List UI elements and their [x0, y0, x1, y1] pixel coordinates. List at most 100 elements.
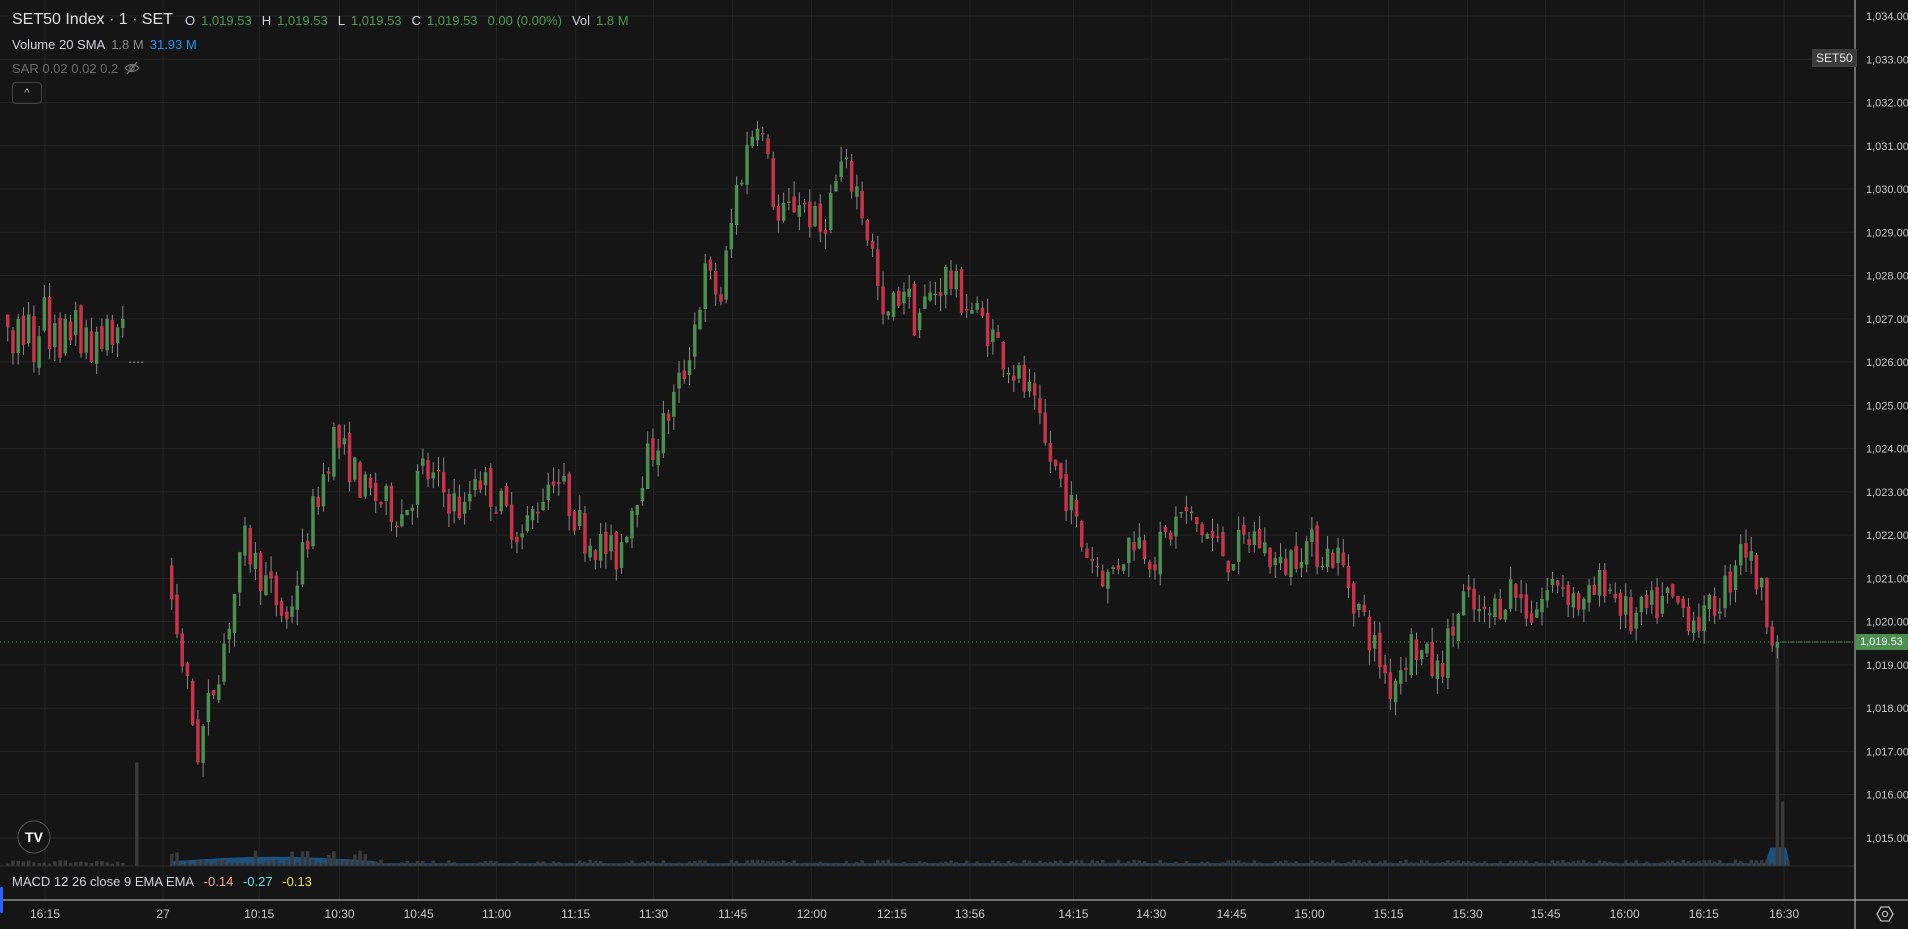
volume-bar: [1676, 861, 1680, 866]
volume-bar: [996, 860, 1000, 866]
candle: [713, 271, 718, 295]
time-axis-label: 16:15: [1689, 907, 1719, 921]
volume-bar: [1650, 863, 1654, 866]
volume-bar: [1508, 860, 1513, 866]
price-axis-label: 1,031.00: [1866, 141, 1908, 153]
volume-bar: [1263, 863, 1267, 866]
volume-value: 1.8 M: [111, 36, 144, 52]
volume-bar: [567, 863, 571, 866]
price-axis-label: 1,016.00: [1866, 790, 1908, 802]
candle: [1100, 570, 1105, 587]
volume-bar: [619, 863, 624, 866]
candle: [1629, 596, 1633, 632]
candle: [1027, 381, 1032, 392]
volume-bar: [326, 854, 331, 866]
candle: [760, 132, 765, 135]
volume-bar: [217, 860, 221, 866]
candle: [1503, 609, 1508, 620]
candle: [938, 292, 943, 297]
chart-settings-button[interactable]: [1874, 903, 1896, 925]
grid: [0, 0, 1855, 900]
candle: [834, 181, 838, 192]
volume-bar: [1069, 860, 1074, 866]
volume-bar: [1283, 860, 1288, 866]
volume-bar: [1728, 863, 1733, 866]
volume-bar: [1372, 863, 1377, 866]
collapse-legend-button[interactable]: ^: [12, 82, 42, 104]
volume-legend-row[interactable]: Volume 20 SMA 1.8 M 31.93 M: [12, 32, 633, 56]
pane-resize-handle[interactable]: [0, 887, 3, 913]
volume-bar: [536, 861, 540, 866]
volume-bar: [625, 862, 629, 866]
volume-bar: [79, 861, 83, 866]
macd-legend[interactable]: MACD 12 26 close 9 EMA EMA -0.14 -0.27 -…: [12, 874, 318, 889]
symbol-legend-row[interactable]: SET50 Index · 1 · SET O 1,019.53 H 1,019.5…: [12, 8, 633, 32]
volume-bar: [1529, 863, 1534, 866]
volume-sma-label: Volume 20 SMA: [12, 36, 106, 52]
time-axis-label: 15:30: [1453, 907, 1483, 921]
candle: [1409, 634, 1414, 676]
volume-bar: [771, 861, 775, 866]
candle: [1325, 548, 1330, 567]
candle: [635, 504, 639, 515]
candle: [243, 525, 247, 556]
volume-bar: [1707, 859, 1712, 866]
volume-bar: [1210, 862, 1215, 866]
candle: [1404, 667, 1408, 670]
candle: [1676, 595, 1680, 603]
last-price-tag: 1,019.53: [1856, 634, 1908, 650]
candle: [609, 535, 613, 551]
candle: [37, 336, 41, 368]
time-axis-label: 14:30: [1136, 907, 1166, 921]
volume-bar: [1383, 860, 1387, 866]
candle: [180, 633, 184, 667]
volume-bar: [196, 860, 200, 866]
volume-bar: [1540, 862, 1544, 866]
volume-bar: [1268, 863, 1272, 866]
volume-bar: [1341, 863, 1346, 866]
volume-bar: [47, 863, 52, 866]
candle: [996, 331, 1000, 338]
eye-off-icon[interactable]: [124, 61, 141, 75]
volume-bar: [410, 862, 415, 866]
candle: [1074, 499, 1079, 517]
candle: [651, 438, 655, 461]
time-axis-label: 11:00: [482, 907, 511, 921]
candle: [1519, 594, 1523, 599]
close-value: 1,019.53: [426, 12, 478, 28]
volume-bar: [1535, 861, 1539, 866]
volume-bar: [849, 863, 854, 866]
sar-legend-row[interactable]: SAR 0.02 0.02 0.2: [12, 56, 633, 80]
volume-bar: [1712, 861, 1717, 866]
volume-bar: [1017, 863, 1021, 866]
candle: [1529, 613, 1534, 623]
tradingview-logo[interactable]: TV: [17, 820, 51, 854]
sar-label: SAR 0.02 0.02 0.2: [12, 60, 119, 76]
volume-bar: [110, 863, 115, 866]
volume-bar: [1503, 863, 1508, 866]
volume-bar: [84, 862, 88, 866]
volume-bar: [687, 861, 692, 866]
symbol-title[interactable]: SET50 Index · 1 · SET: [12, 11, 173, 28]
candle: [1121, 564, 1126, 571]
volume-bar: [441, 863, 446, 866]
candle: [855, 186, 859, 197]
chart-legend: SET50 Index · 1 · SET O 1,019.53 H 1,019.5…: [12, 8, 633, 80]
candle: [902, 291, 906, 304]
candle: [431, 472, 435, 479]
candle: [980, 307, 985, 317]
candle: [400, 514, 404, 527]
volume-bar: [1179, 863, 1183, 866]
macd-signal-value: -0.27: [242, 874, 273, 889]
volume-bar: [1618, 863, 1623, 866]
volume-bar: [896, 863, 901, 866]
candle: [1655, 587, 1659, 619]
candle: [1639, 596, 1644, 613]
candle: [1555, 580, 1560, 586]
volume-bar: [593, 860, 598, 866]
low-value: 1,019.53: [350, 12, 402, 28]
volume-bar: [73, 862, 78, 866]
candle: [1372, 635, 1377, 649]
